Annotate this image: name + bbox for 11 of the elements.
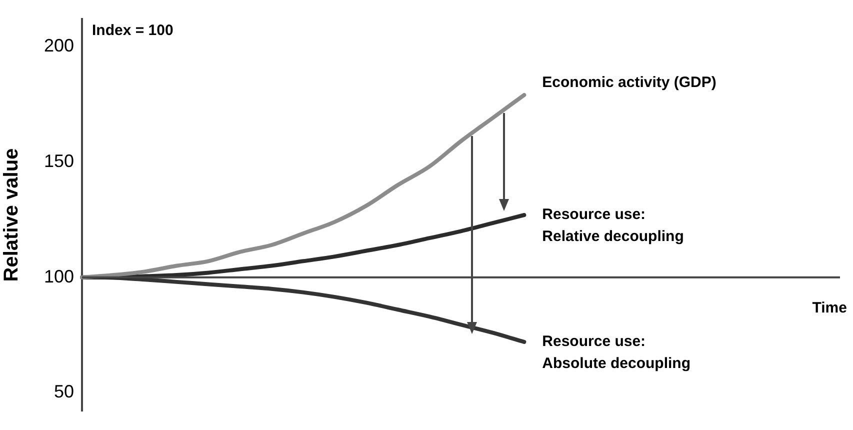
y-tick-label: 100 — [44, 266, 74, 286]
y-tick-label: 150 — [44, 150, 74, 171]
y-tick-label: 50 — [54, 382, 74, 402]
series-label: Economic activity (GDP) — [542, 74, 716, 92]
y-axis-title: Relative value — [0, 148, 23, 282]
series-label: Resource use: Relative decoupling — [542, 206, 684, 246]
annotation: Index = 100 — [92, 22, 174, 39]
series-label: Resource use: Absolute decoupling — [542, 333, 691, 372]
y-tick-label: 200 — [44, 35, 74, 56]
line-series — [80, 92, 526, 280]
x-axis-title: Time — [812, 299, 847, 316]
